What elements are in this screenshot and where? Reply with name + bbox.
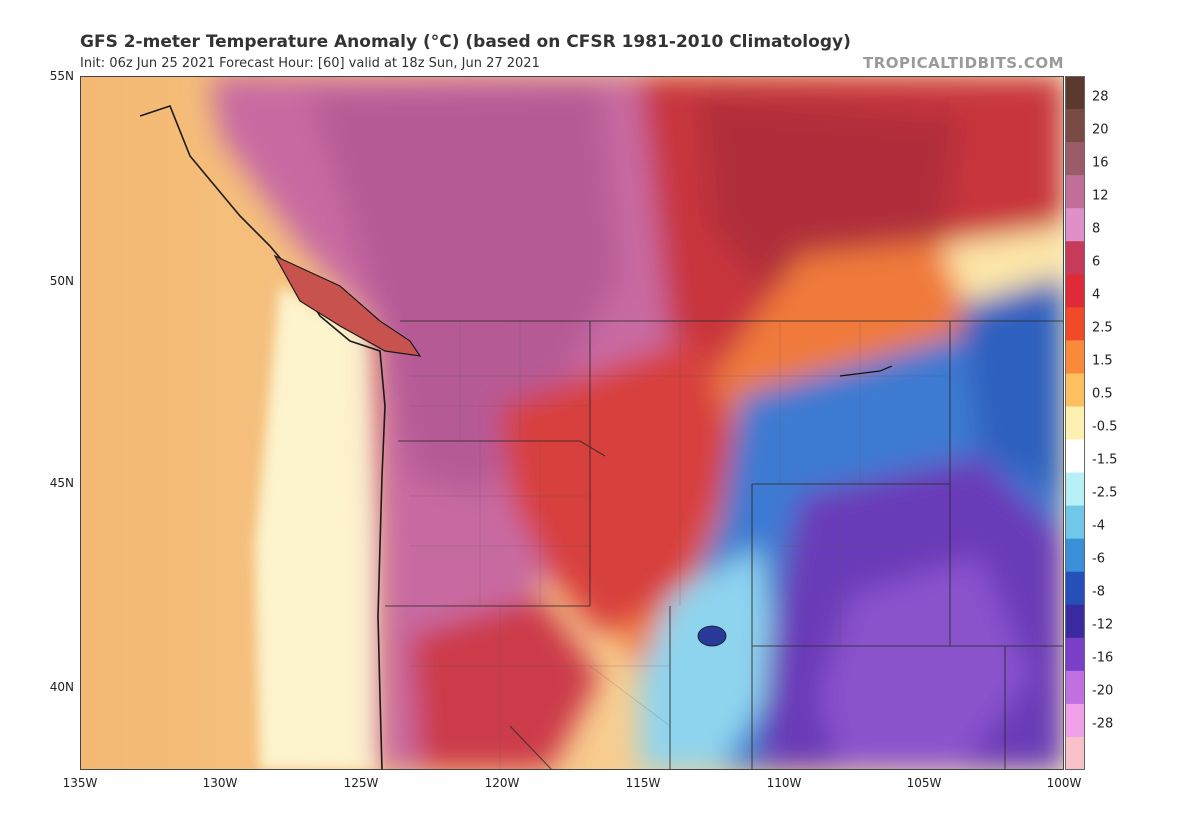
lon-label-120w: 120W bbox=[484, 776, 520, 790]
coastal-cool-strip bbox=[255, 286, 380, 770]
colorbar-tick-label: 4 bbox=[1092, 287, 1101, 303]
map-title: GFS 2-meter Temperature Anomaly (°C) (ba… bbox=[80, 32, 851, 52]
lat-label-45n: 45N bbox=[49, 476, 74, 490]
colorbar-swatch bbox=[1065, 109, 1085, 143]
county-lines bbox=[410, 321, 950, 770]
land-violet-core bbox=[820, 556, 1030, 770]
colorbar-swatch bbox=[1065, 538, 1085, 573]
brand-watermark: TROPICALTIDBITS.COM bbox=[863, 54, 1064, 72]
colorbar-swatch bbox=[1065, 340, 1085, 374]
fort-peck-lake bbox=[839, 365, 893, 377]
state-boundaries bbox=[385, 320, 1064, 770]
colorbar-tick-label: 1.5 bbox=[1092, 353, 1113, 369]
map-frame bbox=[80, 76, 1064, 770]
colorbar bbox=[1065, 76, 1085, 770]
colorbar-tick-label: 8 bbox=[1092, 221, 1101, 237]
land-blue-northeast bbox=[960, 276, 1064, 496]
lat-label-50n: 50N bbox=[49, 274, 74, 288]
colorbar-swatch bbox=[1065, 604, 1085, 639]
colorbar-tick-label: 12 bbox=[1092, 188, 1109, 204]
colorbar-swatch bbox=[1065, 505, 1085, 540]
lat-label-55n: 55N bbox=[49, 69, 74, 83]
colorbar-swatch bbox=[1065, 703, 1085, 738]
colorbar-swatch bbox=[1065, 274, 1085, 308]
colorbar-tick-label: 0.5 bbox=[1092, 386, 1113, 402]
colorbar-swatch bbox=[1065, 175, 1085, 209]
lon-label-115w: 115W bbox=[625, 776, 661, 790]
land-red-south bbox=[410, 596, 600, 770]
colorbar-tick-label: -16 bbox=[1092, 650, 1114, 666]
colorbar-swatch bbox=[1065, 406, 1085, 441]
colorbar-swatch bbox=[1065, 76, 1085, 110]
lon-label-135w: 135W bbox=[62, 776, 98, 790]
colorbar-tick-label: -2.5 bbox=[1092, 485, 1118, 501]
colorbar-tick-label: 2.5 bbox=[1092, 320, 1113, 336]
lon-label-125w: 125W bbox=[343, 776, 379, 790]
colorbar-swatch bbox=[1065, 571, 1085, 606]
colorbar-swatch bbox=[1065, 439, 1085, 474]
colorbar-swatch bbox=[1065, 472, 1085, 507]
colorbar-tick-label: -1.5 bbox=[1092, 452, 1118, 468]
colorbar-swatch bbox=[1065, 670, 1085, 705]
colorbar-tick-label: -20 bbox=[1092, 683, 1114, 699]
great-salt-lake bbox=[697, 625, 727, 647]
colorbar-tick-label: -28 bbox=[1092, 716, 1114, 732]
coastline bbox=[139, 105, 386, 770]
lon-label-100w: 100W bbox=[1046, 776, 1082, 790]
colorbar-tick-label: -0.5 bbox=[1092, 419, 1118, 435]
lon-label-110w: 110W bbox=[766, 776, 802, 790]
colorbar-tick-label: 28 bbox=[1092, 89, 1109, 105]
colorbar-swatch bbox=[1065, 208, 1085, 242]
colorbar-tick-label: -12 bbox=[1092, 617, 1114, 633]
colorbar-swatch bbox=[1065, 307, 1085, 341]
colorbar-tick-label: -8 bbox=[1092, 584, 1105, 600]
colorbar-tick-label: -4 bbox=[1092, 518, 1105, 534]
temperature-anomaly-map bbox=[80, 76, 1064, 770]
colorbar-tick-label: -6 bbox=[1092, 551, 1105, 567]
colorbar-frame bbox=[1065, 76, 1085, 770]
colorbar-swatch bbox=[1065, 241, 1085, 275]
colorbar-swatch bbox=[1065, 736, 1085, 770]
colorbar-swatch bbox=[1065, 373, 1085, 407]
land-light-blue bbox=[640, 546, 780, 770]
lon-label-130w: 130W bbox=[202, 776, 238, 790]
vancouver-island bbox=[273, 254, 422, 357]
colorbar-tick-label: 20 bbox=[1092, 122, 1109, 138]
lon-label-105w: 105W bbox=[906, 776, 942, 790]
colorbar-tick-label: 16 bbox=[1092, 155, 1109, 171]
land-red-inland bbox=[500, 336, 740, 636]
colorbar-tick-label: 6 bbox=[1092, 254, 1101, 270]
lat-label-40n: 40N bbox=[49, 680, 74, 694]
forecast-info: Init: 06z Jun 25 2021 Forecast Hour: [60… bbox=[80, 56, 540, 71]
colorbar-swatch bbox=[1065, 637, 1085, 672]
colorbar-swatch bbox=[1065, 142, 1085, 176]
